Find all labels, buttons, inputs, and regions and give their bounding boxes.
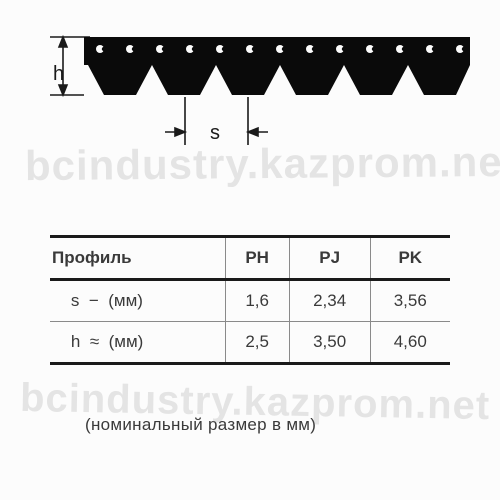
col-profile-header: Профиль (50, 237, 225, 280)
cell-s-pk: 3,56 (370, 280, 450, 322)
belt-profile-diagram: h (50, 35, 470, 165)
caption-text: (номинальный размер в мм) (85, 415, 445, 435)
col-pj-header: PJ (289, 237, 370, 280)
cell-s-ph: 1,6 (225, 280, 289, 322)
h-label: h (53, 63, 64, 85)
belt-body (84, 37, 470, 95)
cell-h-ph: 2,5 (225, 322, 289, 364)
col-pk-header: PK (370, 237, 450, 280)
cell-h-pk: 4,60 (370, 322, 450, 364)
row-h-label: h ≈ (мм) (50, 322, 225, 364)
col-ph-header: PH (225, 237, 289, 280)
s-label: s (210, 122, 220, 144)
row-s-label: s − (мм) (50, 280, 225, 322)
cell-s-pj: 2,34 (289, 280, 370, 322)
profile-table: Профиль PH PJ PK s − (мм) 1,6 2,34 3,56 … (50, 235, 450, 365)
cell-h-pj: 3,50 (289, 322, 370, 364)
